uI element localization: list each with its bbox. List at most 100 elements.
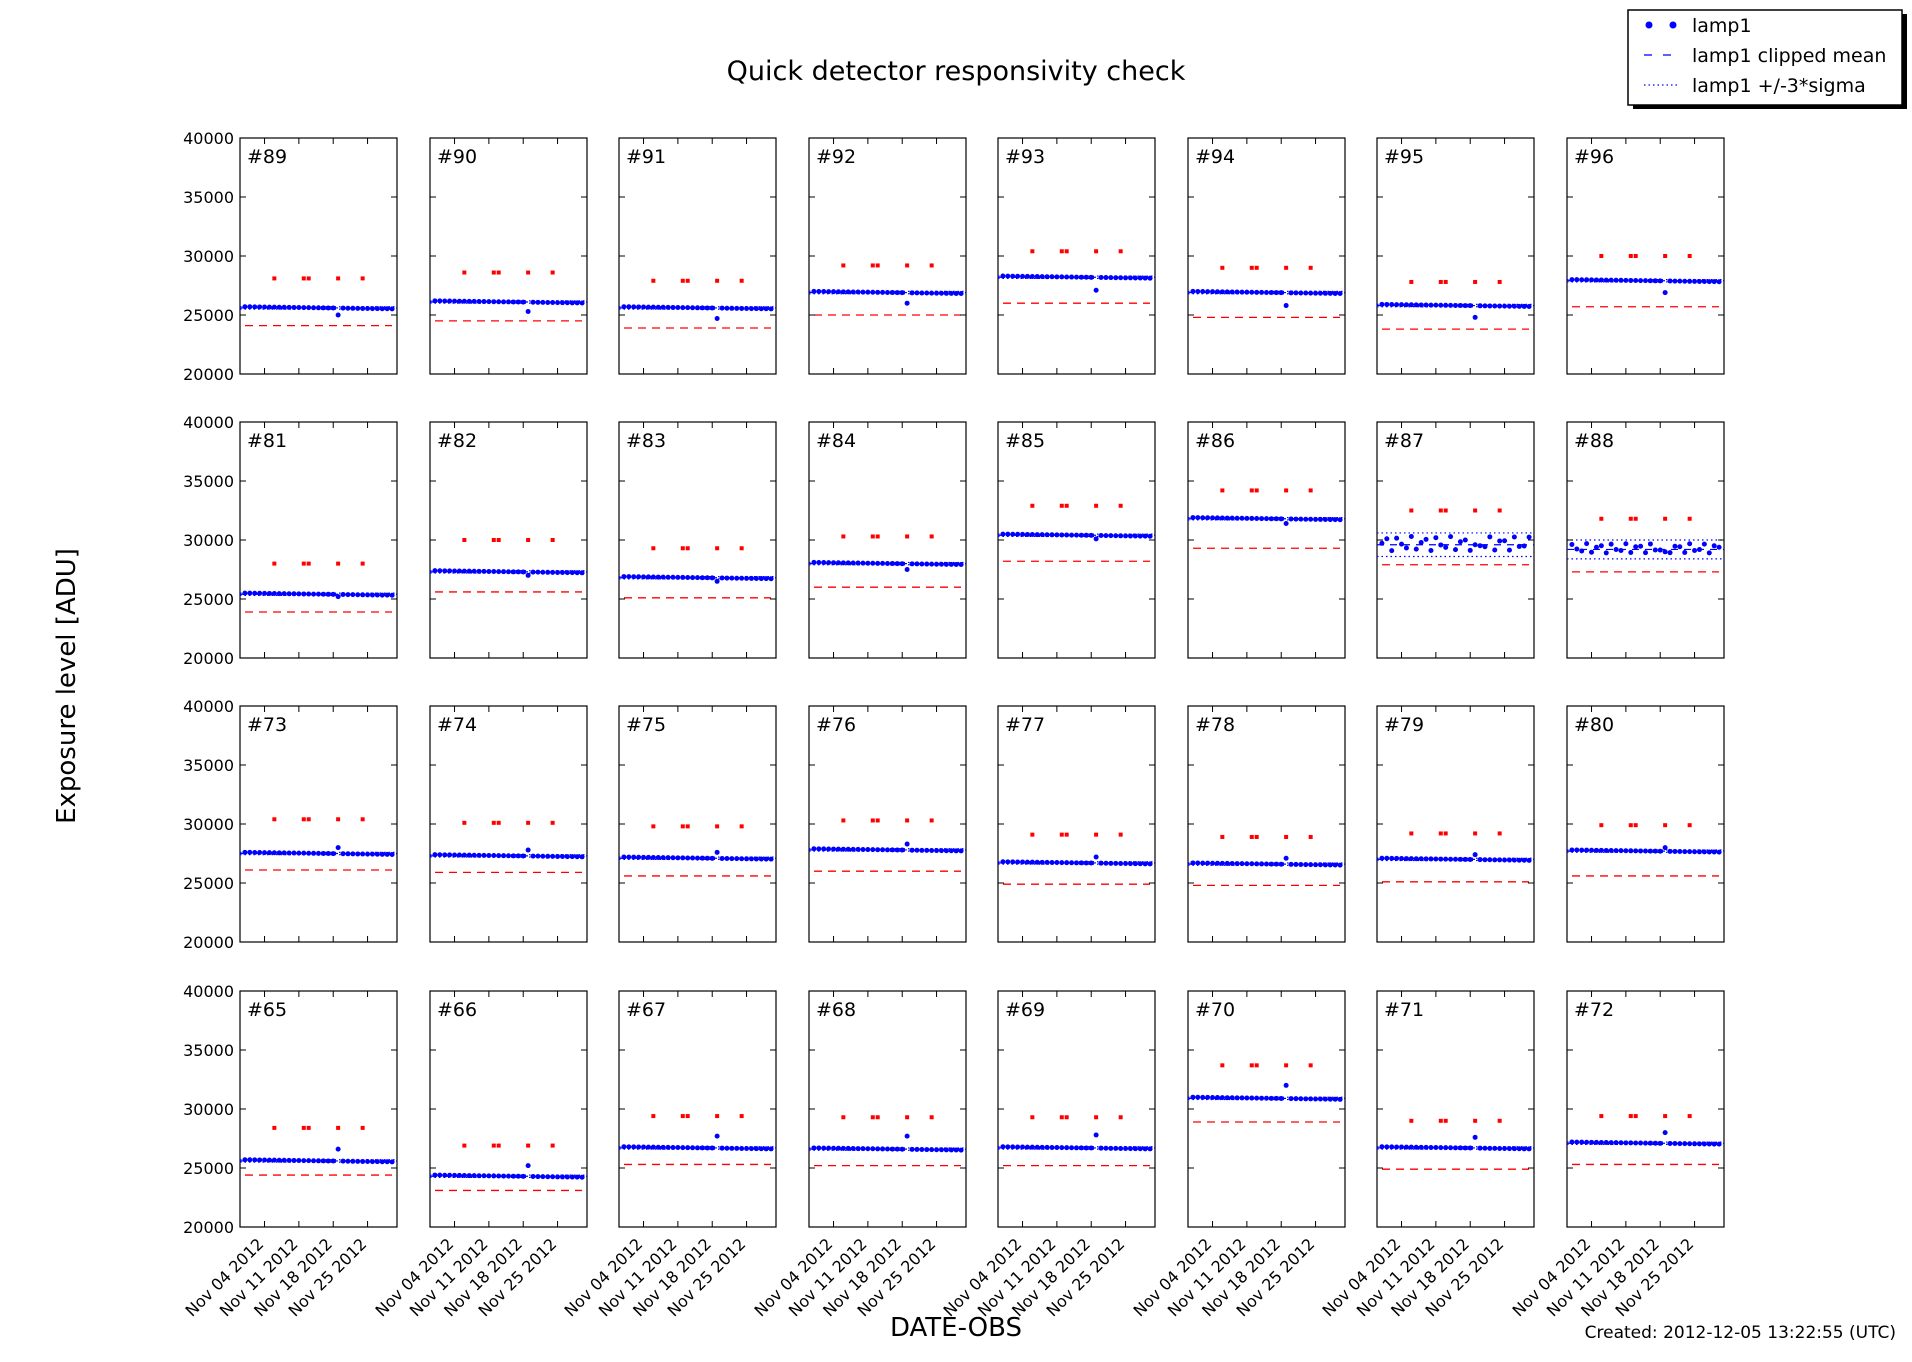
lamp1-point — [919, 290, 925, 296]
reference-point — [336, 817, 341, 822]
lamp1-point — [569, 570, 575, 576]
lamp1-point — [1293, 1096, 1299, 1102]
lamp1-point — [1472, 542, 1478, 548]
lamp1-point — [1239, 289, 1245, 295]
lamp1-point — [739, 575, 745, 581]
lamp1-point — [768, 306, 774, 312]
lamp1-point — [1677, 849, 1683, 855]
lamp1-point — [1278, 1095, 1284, 1101]
lamp1-point — [281, 591, 287, 597]
lamp1-point — [345, 592, 351, 598]
lamp1-point — [1015, 273, 1021, 279]
lamp1-point — [1569, 1139, 1575, 1145]
lamp1-point — [1633, 1140, 1639, 1146]
lamp1-point — [242, 1157, 248, 1163]
lamp1-point — [748, 856, 754, 862]
lamp1-point — [1254, 1095, 1260, 1101]
lamp1-point — [1413, 1144, 1419, 1150]
lamp1-point — [1103, 533, 1109, 539]
lamp1-point — [650, 304, 656, 310]
reference-point — [715, 824, 720, 829]
lamp1-point — [1711, 279, 1717, 285]
lamp1-point — [281, 1157, 287, 1163]
lamp1-point — [266, 304, 272, 310]
lamp1-point — [1462, 303, 1468, 309]
lamp1-point — [943, 561, 949, 567]
lamp1-point — [1054, 532, 1060, 538]
lamp1-point — [559, 854, 565, 860]
lamp1-point — [641, 304, 647, 310]
lamp1-point — [1229, 289, 1235, 295]
lamp1-point — [1647, 1140, 1653, 1146]
lamp1-point — [1093, 854, 1099, 860]
lamp1-point — [1010, 1144, 1016, 1150]
y-tick-label: 35000 — [183, 1041, 234, 1060]
lamp1-point — [948, 848, 954, 854]
lamp1-point — [660, 304, 666, 310]
lamp1-point — [1438, 1145, 1444, 1151]
lamp1-point — [1259, 516, 1265, 522]
lamp1-point — [1268, 290, 1274, 296]
panel-81: #81 20000 25000 30000 35000 40000 — [183, 413, 398, 668]
lamp1-point — [1448, 856, 1454, 862]
panel-frame — [239, 705, 398, 943]
panel-88: #88 — [1566, 421, 1725, 659]
lamp1-point — [574, 1174, 580, 1180]
reference-point — [870, 534, 875, 539]
lamp1-point — [1254, 861, 1260, 867]
lamp1-point — [699, 575, 705, 581]
lamp1-point — [271, 304, 277, 310]
lamp1-point — [355, 305, 361, 311]
lamp1-point — [1327, 1096, 1333, 1102]
reference-point — [875, 263, 880, 268]
reference-point — [1599, 254, 1604, 258]
lamp1-point — [1433, 535, 1439, 541]
lamp1-point — [1142, 861, 1148, 867]
reference-point — [1284, 265, 1289, 270]
lamp1-point — [306, 591, 312, 597]
lamp1-point — [1083, 860, 1089, 866]
lamp1-point — [1190, 1094, 1196, 1100]
lamp1-point — [875, 560, 881, 566]
lamp1-point — [1093, 1132, 1099, 1138]
lamp1-point — [1205, 289, 1211, 295]
lamp1-point — [471, 568, 477, 574]
reference-point — [496, 1143, 501, 1148]
lamp1-point — [1711, 543, 1717, 549]
reference-point — [680, 1114, 685, 1119]
lamp1-point — [1418, 1144, 1424, 1150]
lamp1-point — [1034, 859, 1040, 865]
lamp1-point — [739, 1145, 745, 1151]
lamp1-point — [271, 850, 277, 856]
lamp1-point — [855, 289, 861, 295]
lamp1-point — [875, 1146, 881, 1152]
lamp1-point — [855, 1146, 861, 1152]
lamp1-point — [753, 306, 759, 312]
lamp1-point — [1317, 290, 1323, 296]
lamp1-point — [481, 1173, 487, 1179]
lamp1-point — [452, 298, 458, 304]
lamp1-point — [1716, 849, 1722, 855]
lamp1-point — [1268, 861, 1274, 867]
lamp1-point — [452, 1172, 458, 1178]
lamp1-point — [704, 305, 710, 311]
lamp1-point — [1526, 857, 1532, 863]
lamp1-point — [704, 855, 710, 861]
lamp1-point — [1584, 277, 1590, 283]
lamp1-point — [311, 1158, 317, 1164]
lamp1-point — [909, 290, 915, 296]
lamp1-point — [1249, 289, 1255, 295]
lamp1-point — [835, 1145, 841, 1151]
lamp1-point — [345, 305, 351, 311]
lamp1-point — [645, 854, 651, 860]
y-tick-label: 35000 — [183, 472, 234, 491]
panel-label: #68 — [816, 999, 856, 1021]
panel-label: #75 — [626, 714, 666, 736]
lamp1-point — [345, 1158, 351, 1164]
reference-point — [1473, 279, 1478, 284]
lamp1-point — [650, 1144, 656, 1150]
lamp1-point — [1317, 1096, 1323, 1102]
lamp1-point — [301, 1158, 307, 1164]
reference-point — [1497, 279, 1502, 284]
